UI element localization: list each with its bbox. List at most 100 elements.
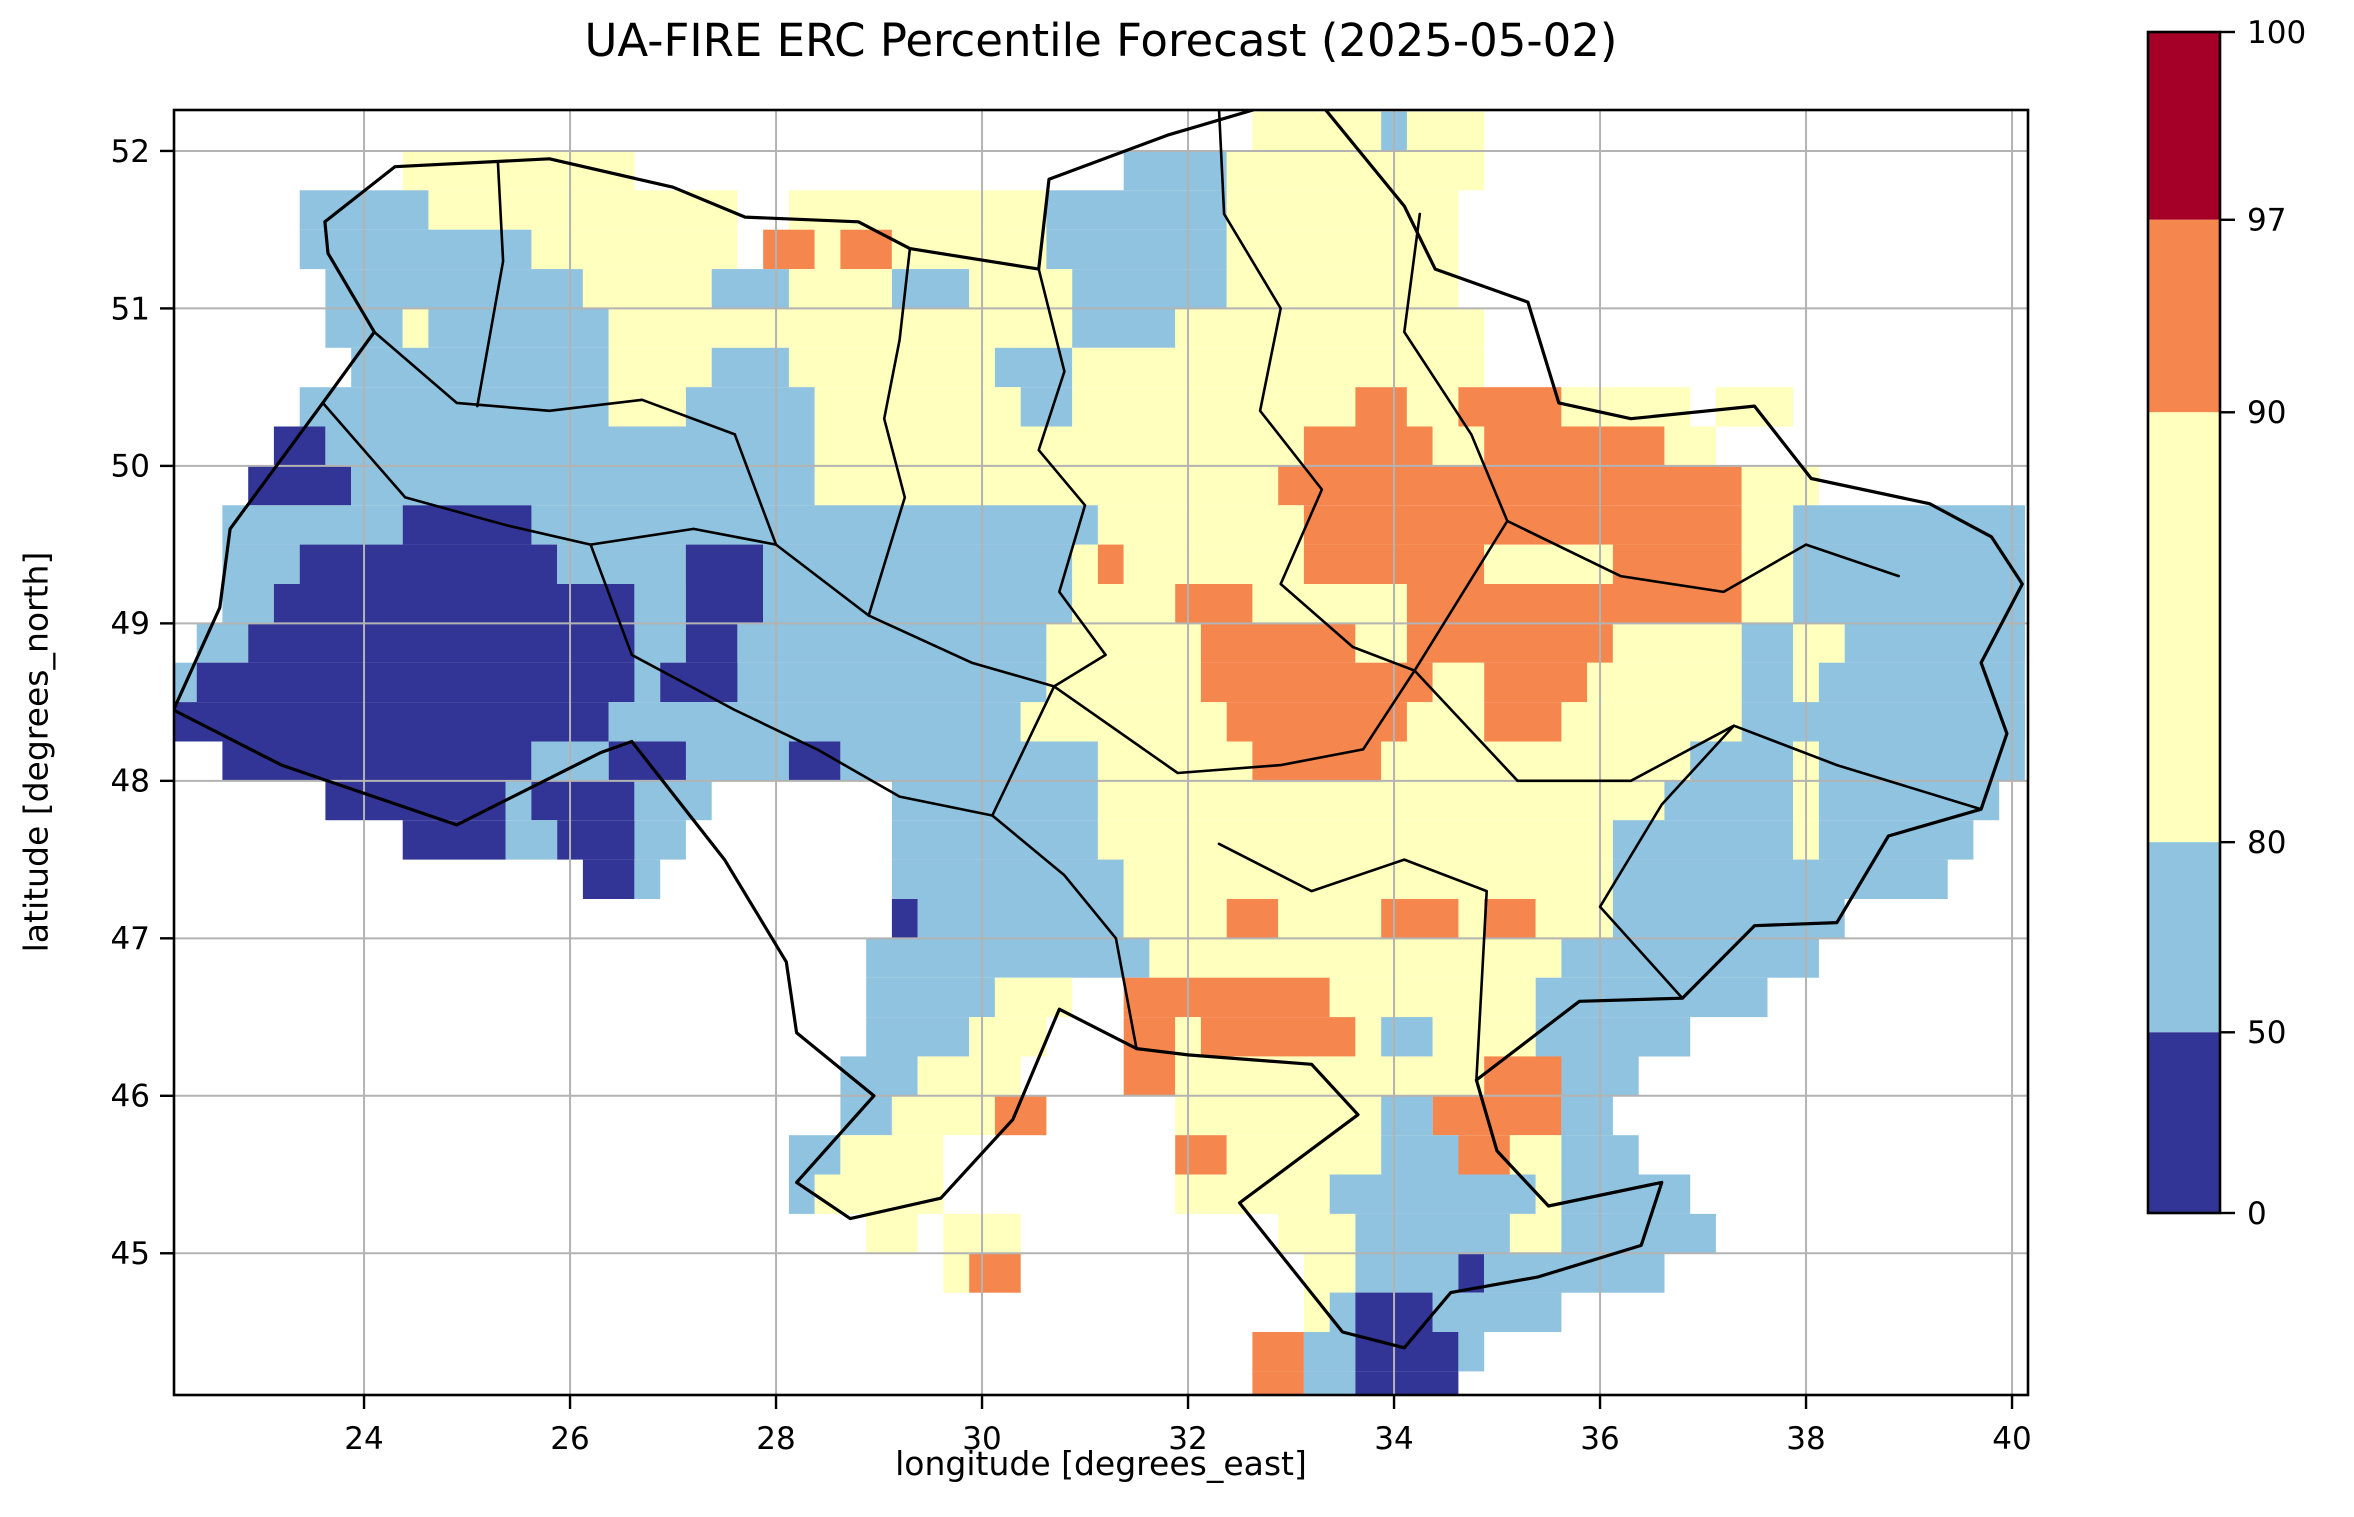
grid-cell-run	[608, 387, 686, 427]
grid-cell-run	[1381, 1017, 1433, 1057]
grid-cell-run	[1612, 820, 1794, 860]
grid-cell-run	[1252, 741, 1382, 781]
grid-cell-run	[1329, 977, 1536, 1018]
grid-cell-run	[737, 623, 1047, 663]
grid-cell-run	[1741, 662, 1794, 703]
x-tick-label: 40	[1992, 1421, 2031, 1457]
grid-cell-run	[1484, 702, 1562, 742]
grid-cell-run	[1509, 1213, 1562, 1254]
grid-cell-run	[711, 347, 789, 388]
grid-cell-run	[814, 387, 1021, 427]
grid-cell-run	[1329, 1174, 1536, 1214]
y-axis-label: latitude [degrees_north]	[16, 551, 56, 953]
grid-cell-run	[1406, 111, 1485, 151]
grid-cell-run	[737, 662, 1047, 703]
grid-cell-run	[917, 899, 1124, 939]
grid-cell-run	[222, 505, 403, 545]
grid-cell-run	[1072, 584, 1176, 624]
grid-cell-run	[1432, 1292, 1562, 1332]
grid-cell-run	[351, 465, 815, 506]
grid-cell-run	[1200, 623, 1356, 663]
grid-cell-run	[1561, 938, 1819, 978]
y-tick-label: 47	[111, 921, 150, 957]
grid-cell-run	[1252, 1371, 1304, 1395]
grid-cell-run	[1612, 623, 1742, 663]
grid-cell-run	[1123, 1056, 1176, 1096]
grid-cell-run	[685, 584, 764, 624]
grid-cell-run	[1072, 308, 1176, 348]
admin-borders	[174, 110, 2024, 1350]
grid-cell-run	[1046, 623, 1201, 663]
oblast-border	[1217, 110, 1416, 672]
grid-cell-run	[248, 623, 635, 663]
heatmap-cells	[174, 111, 2025, 1395]
grid-cell-run	[1123, 977, 1330, 1018]
grid-cell-run	[1484, 426, 1665, 466]
grid-cell-run	[891, 820, 1098, 860]
grid-cell-run	[1406, 387, 1459, 427]
grid-cell-run	[814, 465, 1279, 506]
grid-cell-run	[969, 269, 1073, 309]
grid-cell-run	[1072, 347, 1485, 388]
grid-cell-run	[840, 1056, 918, 1096]
grid-cell-run	[1612, 859, 1948, 899]
x-axis-label: longitude [degrees_east]	[895, 1444, 1307, 1483]
grid-cell-run	[788, 190, 1047, 230]
grid-cell-run	[1175, 1135, 1227, 1175]
grid-cell-run	[866, 1017, 970, 1057]
y-tick-label: 46	[111, 1079, 150, 1115]
grid-cell-run	[1381, 741, 1691, 781]
grid-cell-run	[1226, 190, 1459, 230]
grid-cell-run	[299, 544, 558, 584]
grid-cell-run	[1484, 1056, 1562, 1096]
grid-cell-run	[1741, 702, 2025, 742]
grid-cell-run	[1793, 544, 2025, 584]
grid-cell-run	[840, 741, 1098, 781]
grid-cell-run	[1303, 505, 1742, 545]
grid-cell-run	[222, 584, 274, 624]
grid-cell-run	[1381, 1095, 1433, 1136]
grid-cell-run	[1123, 899, 1227, 939]
grid-cell-run	[1175, 1056, 1485, 1096]
grid-cell-run	[866, 938, 1150, 978]
grid-cell-run	[1123, 150, 1227, 191]
grid-cell-run	[1432, 662, 1485, 703]
grid-cell-run	[299, 387, 609, 427]
grid-cell-run	[531, 229, 738, 270]
grid-cell-run	[1355, 1253, 1459, 1293]
grid-cell-run	[505, 780, 532, 821]
x-tick-label: 32	[1168, 1421, 1207, 1457]
grid-cell-run	[1432, 1095, 1562, 1136]
grid-cell-run	[1484, 899, 1536, 939]
grid-cell-run	[1458, 1332, 1485, 1372]
grid-cell-run	[1226, 899, 1279, 939]
oblast-border	[1403, 212, 1509, 672]
grid-cell-run	[608, 308, 1073, 348]
grid-cell-run	[685, 741, 789, 781]
grid-cell-run	[660, 662, 738, 703]
grid-cell-run	[1381, 899, 1459, 939]
x-tick-label: 30	[962, 1421, 1001, 1457]
grid-cell-run	[1123, 544, 1304, 584]
grid-cell-run	[634, 820, 686, 860]
grid-cell-run	[1690, 741, 1794, 781]
grid-cell-run	[866, 1213, 918, 1254]
colorbar-segment	[2148, 219, 2220, 413]
oblast-border	[867, 247, 912, 617]
grid-cell-run	[1303, 426, 1433, 466]
y-tick-label: 50	[111, 449, 150, 485]
axes-frame	[172, 108, 2030, 1397]
grid-cell-run	[1561, 702, 1742, 742]
grid-cell-run	[1278, 1213, 1356, 1254]
grid-cell-run	[943, 1253, 970, 1293]
grid-cell-run	[1406, 623, 1613, 663]
grid-cell-run	[1226, 150, 1485, 191]
grid-cell-run	[891, 859, 1124, 899]
grid-cell-run	[814, 426, 1304, 466]
grid-cell-run	[273, 584, 635, 624]
grid-cell-run	[608, 702, 1021, 742]
grid-cell-run	[1175, 308, 1485, 348]
grid-cell-run	[1097, 544, 1124, 584]
grid-cell-run	[969, 1017, 1047, 1057]
